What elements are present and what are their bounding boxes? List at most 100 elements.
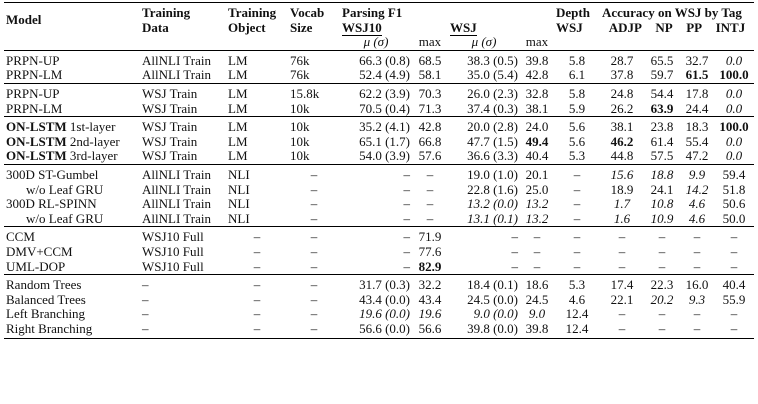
wsj10-max: max [418,34,442,50]
results-body: PRPN-UP AllNLI Train LM 76k 66.3 (0.8) 68.5 38… [4,49,754,340]
training-data-cell: WSJ Train [140,116,226,135]
intj-cell: 0.0 [725,148,743,164]
depth-cell: 5.3 [554,274,600,293]
np-cell: 59.7 [650,67,674,83]
col-training-data: Training Data [140,2,226,36]
training-data-cell: WSJ Train [142,133,198,149]
vocab-cell: 10k [290,100,310,116]
results-table: Model Training Data Training Object Voca… [4,1,754,340]
depth-cell: – [573,258,581,274]
model-cell: PRPN-UP [4,82,140,102]
model-name: w/o Leaf GRU [26,181,104,197]
pp-cell: – [680,321,714,340]
table-row: ON-LSTM 2nd-layer WSJ Train LM 10k 65.1 (1.7… [4,133,754,150]
training-object-cell: – [253,243,261,259]
model-name: w/o Leaf GRU [26,210,104,226]
training-object-cell: NLI [228,210,250,226]
intj-cell: 0.0 [725,133,743,149]
adjp-cell: 38.1 [600,116,644,135]
wmu-cell: 38.3 (0.5) [448,49,520,69]
w10mu-cell: 66.3 (0.8) [340,49,412,69]
accuracy-title: Accuracy on WSJ by Tag [602,5,742,20]
col-model: Model [4,2,140,36]
model-name: ON-LSTM [6,148,67,164]
w10max-cell: 70.3 [412,82,448,102]
wmu-cell: 19.0 (1.0) [448,163,520,183]
training-object-cell: LM [226,82,288,102]
vocab-cell: – [310,196,318,212]
w10mu-cell: – [403,243,411,259]
intj-cell: – [730,306,738,322]
w10mu-cell: – [403,181,411,197]
wmax-cell: 39.8 [520,321,554,340]
table-row: Balanced Trees – – – 43.4 (0.0) 43.4 24.5 (0.0… [4,291,754,308]
header-row-1: Model Training Data Training Object Voca… [4,1,754,36]
w10max-cell: – [426,196,434,212]
table-row: Left Branching – – – 19.6 (0.0) 19.6 9.0 (0.0)… [4,306,754,322]
col-wsj10: WSJ10 [342,19,382,36]
np-cell: 10.8 [650,196,674,212]
wmu-cell: 39.8 (0.0) [448,321,520,340]
wmax-cell: 13.2 [525,210,549,226]
depth-cell: 12.4 [565,306,589,322]
col-accuracy: Accuracy on WSJ by Tag ADJP NP PP INTJ [600,2,754,36]
vocab-cell: – [310,258,318,274]
pp-cell: 61.5 [685,67,709,83]
table-row: w/o Leaf GRU AllNLI Train NLI – – –22.8 (1.6)… [4,181,754,198]
depth-cell: 5.8 [554,82,600,102]
np-cell: 23.8 [644,116,680,135]
training-data-cell: – [142,306,149,322]
adjp-cell: – [600,321,644,340]
intj-cell: – [714,321,754,340]
np-cell: 57.5 [650,148,674,164]
tag-intj: INTJ [715,19,746,35]
wmax-cell: 49.4 [525,133,549,149]
vocab-cell: 10k [290,133,310,149]
np-cell: 63.9 [650,100,674,116]
model-name: PRPN-UP [6,52,60,68]
depth-cell: 5.6 [554,116,600,135]
adjp-cell: – [618,306,626,322]
wsj-max: max [525,34,549,50]
depth-cell: – [573,210,581,226]
w10max-cell: – [412,163,448,183]
training-object-cell: – [226,321,288,340]
training-data-cell: WSJ10 Full [140,226,226,245]
table-row: ON-LSTM 3rd-layer WSJ Train LM 10k 54.0 (3.9… [4,148,754,164]
w10mu-cell: – [403,258,411,274]
training-object-cell: LM [228,148,248,164]
intj-cell: – [714,226,754,245]
depth-cell: 5.8 [554,49,600,69]
training-data-cell: – [140,274,226,293]
wmu-cell: 20.0 (2.8) [448,116,520,135]
col-training-object: Training Object [226,2,288,36]
np-cell: 20.2 [650,291,674,307]
depth-cell: – [573,196,581,212]
np-cell: – [644,321,680,340]
model-cell: 300D ST-Gumbel [4,163,140,183]
intj-cell: 51.8 [722,181,746,197]
model-layer: 3rd-layer [66,148,118,164]
vocab-cell: 10k [288,116,340,135]
vocab-cell: – [310,181,318,197]
table-row: CCM WSJ10 Full – – –71.9– – – – – – – [4,226,754,245]
model-cell: w/o Leaf GRU [4,181,140,198]
w10mu-cell: 62.2 (3.9) [340,82,412,102]
wsj10-mu: μ (σ) [363,34,389,50]
np-cell: 61.4 [650,133,674,149]
w10max-cell: 19.6 [418,306,442,322]
adjp-cell: 37.8 [610,67,634,83]
wsj-mu: μ (σ) [471,34,497,50]
vocab-cell: – [310,306,318,322]
training-data-cell: – [142,291,149,307]
depth-cell: – [554,163,600,183]
np-cell: – [658,306,666,322]
table-row: UML-DOP WSJ10 Full – – –82.9– – – – – – – [4,258,754,275]
table-row: Right Branching – – –56.6 (0.0) 56.6 39.8 (0.… [4,321,754,340]
model-name: PRPN-UP [6,85,60,101]
model-cell: CCM [4,226,140,245]
w10mu-cell: 54.0 (3.9) [359,148,410,164]
training-data-cell: AllNLI Train [142,181,211,197]
w10max-cell: – [426,210,434,226]
w10mu-cell: – [340,163,412,183]
